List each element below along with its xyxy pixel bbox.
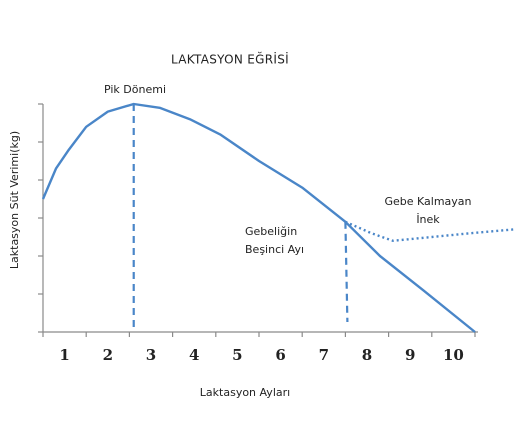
annotation-text: Gebe Kalmayan	[384, 195, 471, 208]
x-tick-label: 1	[59, 346, 69, 364]
x-tick-label: 9	[405, 346, 415, 364]
x-axis-label: Laktasyon Ayları	[200, 386, 290, 399]
y-axis-label: Laktasyon Süt Verimi(kg)	[8, 131, 21, 269]
x-tick-label: 5	[232, 346, 242, 364]
data-line	[41, 102, 476, 333]
annotation-text: Beşinci Ayı	[245, 243, 304, 256]
x-tick-label: 10	[443, 346, 464, 364]
x-tick-label: 6	[275, 346, 285, 364]
annotation-text: Pik Dönemi	[104, 83, 166, 96]
annotation-line	[344, 221, 349, 323]
data-line	[344, 220, 514, 242]
annotation-text: Gebeliğin	[245, 225, 297, 238]
x-tick-label: 3	[146, 346, 156, 364]
x-tick-label: 2	[103, 346, 113, 364]
x-tick-label: 8	[362, 346, 372, 364]
chart-title: LAKTASYON EĞRİSİ	[171, 52, 289, 67]
x-tick-label: 4	[189, 346, 199, 364]
x-tick-label: 7	[319, 346, 329, 364]
annotation-text: İnek	[416, 213, 440, 226]
